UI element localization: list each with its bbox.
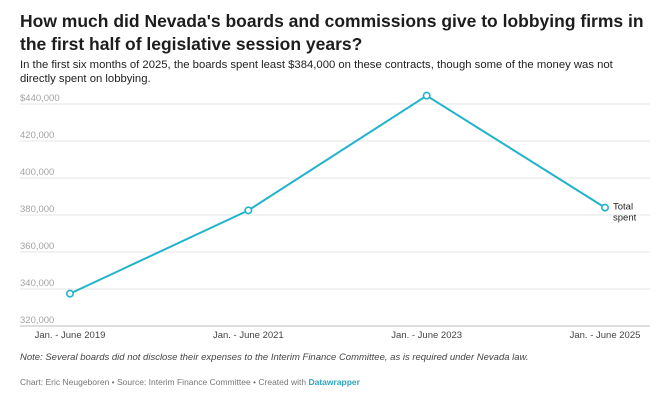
x-axis: Jan. - June 2019 Jan. - June 2021 Jan. - J…	[35, 330, 641, 341]
data-point	[600, 203, 609, 212]
x-tick-label: Jan. - June 2021	[213, 330, 284, 341]
x-tick-label: Jan. - June 2025	[570, 330, 641, 341]
series-line	[69, 94, 606, 295]
chart-footer: Chart: Eric Neugeboren • Source: Interim…	[20, 377, 360, 387]
y-tick-label: 400,000	[20, 167, 54, 178]
data-point	[422, 91, 431, 100]
data-points	[66, 91, 609, 298]
data-point	[244, 206, 253, 215]
data-point	[66, 289, 75, 298]
line-chart: $440,000 420,000 400,000 380,000 360,000 340,…	[20, 91, 650, 341]
gridlines	[20, 103, 650, 327]
y-tick-label: 380,000	[20, 204, 54, 215]
series-total-spent	[69, 94, 606, 295]
y-tick-label: 360,000	[20, 241, 54, 252]
y-tick-label: 420,000	[20, 130, 54, 141]
y-axis: $440,000 420,000 400,000 380,000 360,000 340,…	[20, 93, 60, 326]
chart-title: How much did Nevada's boards and commiss…	[20, 11, 644, 54]
footer-credits: Chart: Eric Neugeboren • Source: Interim…	[20, 377, 309, 387]
y-tick-label: 320,000	[20, 315, 54, 326]
datawrapper-link[interactable]: Datawrapper	[308, 377, 360, 387]
series-label-text: Total	[613, 202, 633, 213]
chart-subtitle: In the first six months of 2025, the boa…	[20, 59, 613, 85]
y-tick-label: $440,000	[20, 93, 60, 104]
x-tick-label: Jan. - June 2023	[391, 330, 462, 341]
x-tick-label: Jan. - June 2019	[35, 330, 106, 341]
chart-note: Note: Several boards did not disclose th…	[20, 352, 529, 363]
y-tick-label: 340,000	[20, 278, 54, 289]
series-label-text: spent	[613, 213, 637, 224]
